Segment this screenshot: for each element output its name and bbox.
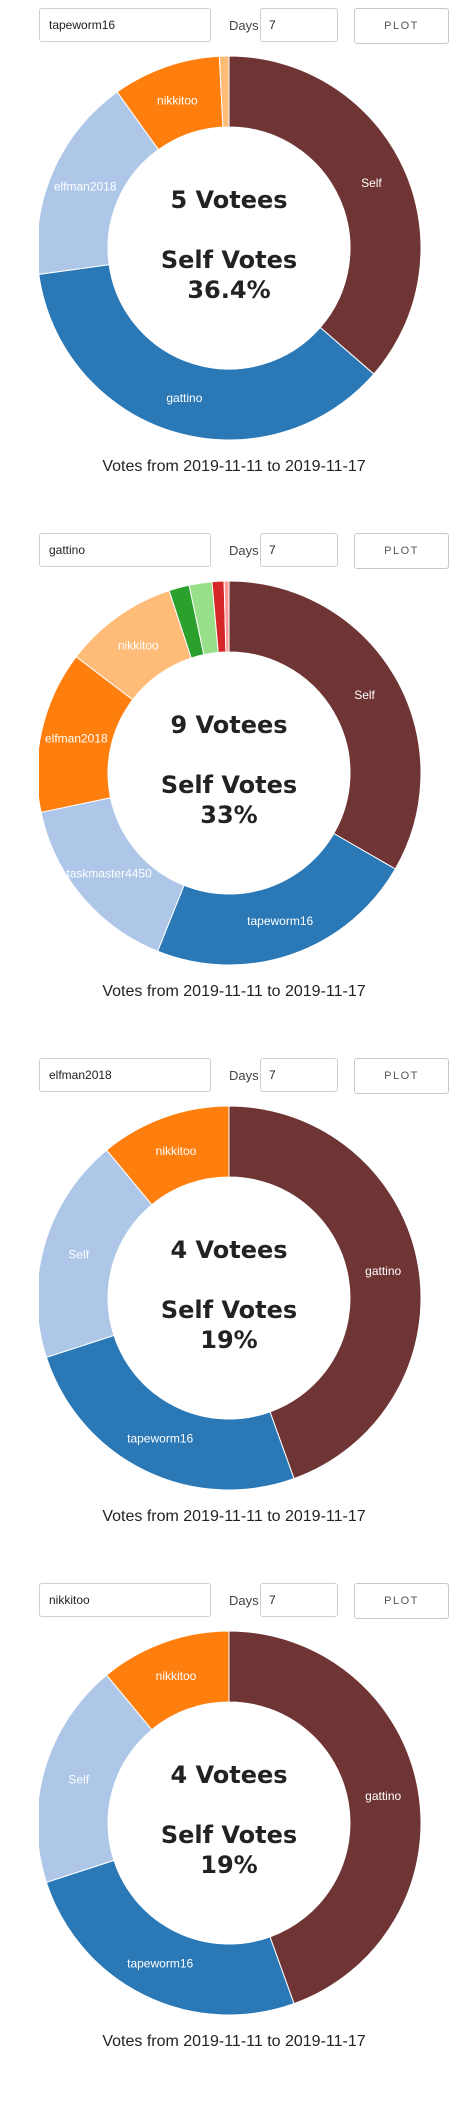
self-votes-percent: 36.4% (187, 276, 270, 304)
vote-panel: Days PLOT Self gattino elfman2018 nikkitoo … (0, 0, 468, 525)
slice-label: gattino (166, 391, 202, 405)
slice-label: elfman2018 (45, 732, 108, 746)
username-input[interactable] (39, 1583, 211, 1617)
self-votes-label: Self Votes (161, 771, 297, 799)
donut-chart: gattino tapeworm16 Self nikkitoo 4 Votees S… (39, 1105, 422, 1491)
donut-slice[interactable] (223, 580, 230, 653)
self-votes-label: Self Votes (161, 1821, 297, 1849)
donut-chart: Self tapeworm16 taskmaster4450 elfman2018 ni… (39, 580, 422, 966)
vote-panel: Days PLOT gattino tapeworm16 Self nikkitoo … (0, 1050, 468, 1575)
plot-button[interactable]: PLOT (354, 1058, 449, 1094)
chart-controls: Days PLOT (39, 1583, 454, 1619)
days-input[interactable] (260, 533, 338, 567)
slice-label: Self (361, 176, 382, 190)
donut-slice[interactable] (45, 1859, 295, 2016)
self-votes-label: Self Votes (161, 246, 297, 274)
vote-panel: Days PLOT Self tapeworm16 taskmaster4450 el… (0, 525, 468, 1050)
slice-label: nikkitoo (156, 1669, 197, 1683)
plot-button[interactable]: PLOT (354, 533, 449, 569)
self-votes-percent: 19% (200, 1326, 257, 1354)
chart-controls: Days PLOT (39, 1058, 454, 1094)
slice-label: nikkitoo (156, 1144, 197, 1158)
date-range-caption: Votes from 2019-11-11 to 2019-11-17 (102, 458, 366, 475)
donut-slice[interactable] (228, 1630, 422, 2005)
chart-controls: Days PLOT (39, 8, 454, 44)
vote-panel: Days PLOT gattino tapeworm16 Self nikkitoo … (0, 1575, 468, 2100)
slice-label: Self (354, 688, 375, 702)
chart-controls: Days PLOT (39, 533, 454, 569)
self-votes-percent: 33% (200, 801, 257, 829)
days-label: Days (229, 1068, 259, 1083)
days-label: Days (229, 18, 259, 33)
plot-button[interactable]: PLOT (354, 1583, 449, 1619)
votees-count: 4 Votees (170, 1236, 287, 1264)
donut-slice[interactable] (218, 55, 230, 128)
slice-label: Self (68, 1772, 89, 1786)
date-range-caption: Votes from 2019-11-11 to 2019-11-17 (102, 2033, 366, 2050)
slice-label: taskmaster4450 (66, 867, 152, 881)
donut-slice[interactable] (105, 1630, 230, 1731)
username-input[interactable] (39, 8, 211, 42)
donut-slice[interactable] (156, 832, 396, 966)
slice-label: nikkitoo (118, 639, 159, 653)
donut-chart: Self gattino elfman2018 nikkitoo 5 Votees S… (39, 55, 422, 441)
username-input[interactable] (39, 533, 211, 567)
votees-count: 4 Votees (170, 1761, 287, 1789)
donut-slice[interactable] (105, 1105, 230, 1206)
days-input[interactable] (260, 1583, 338, 1617)
donut-chart: gattino tapeworm16 Self nikkitoo 4 Votees S… (39, 1630, 422, 2016)
votees-count: 5 Votees (170, 186, 287, 214)
votees-count: 9 Votees (170, 711, 287, 739)
days-input[interactable] (260, 8, 338, 42)
donut-slice[interactable] (228, 1105, 422, 1480)
self-votes-label: Self Votes (161, 1296, 297, 1324)
slice-label: Self (68, 1247, 89, 1261)
date-range-caption: Votes from 2019-11-11 to 2019-11-17 (102, 983, 366, 1000)
date-range-caption: Votes from 2019-11-11 to 2019-11-17 (102, 1508, 366, 1525)
slice-label: tapeworm16 (127, 1957, 193, 1971)
donut-slice[interactable] (228, 580, 422, 870)
slice-label: tapeworm16 (247, 914, 313, 928)
donut-slice[interactable] (45, 1334, 295, 1491)
self-votes-percent: 19% (200, 1851, 257, 1879)
slice-label: gattino (365, 1264, 401, 1278)
slice-label: gattino (365, 1789, 401, 1803)
slice-label: nikkitoo (157, 93, 198, 107)
days-label: Days (229, 543, 259, 558)
donut-slice[interactable] (39, 264, 375, 441)
slice-label: tapeworm16 (127, 1432, 193, 1446)
days-input[interactable] (260, 1058, 338, 1092)
username-input[interactable] (39, 1058, 211, 1092)
plot-button[interactable]: PLOT (354, 8, 449, 44)
donut-slice[interactable] (228, 55, 422, 375)
days-label: Days (229, 1593, 259, 1608)
slice-label: elfman2018 (54, 179, 117, 193)
